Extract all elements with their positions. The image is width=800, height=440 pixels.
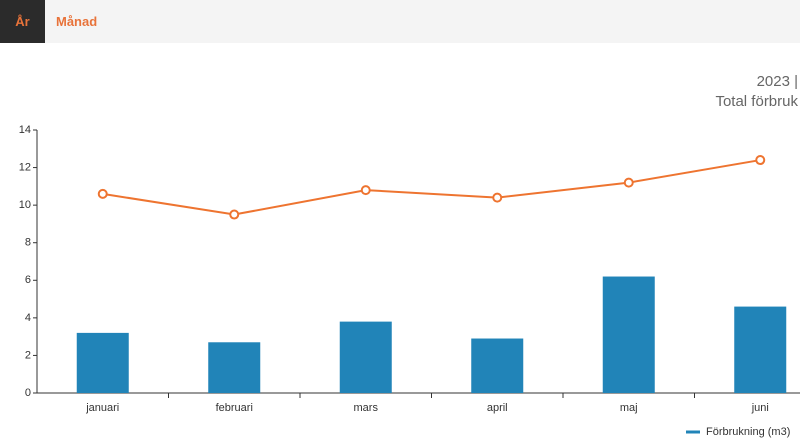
bar	[208, 342, 261, 393]
y-tick-label: 6	[25, 274, 31, 286]
y-tick-label: 0	[25, 387, 31, 399]
bar	[339, 321, 392, 393]
y-tick-label: 2	[25, 349, 31, 361]
top-bar: År Månad	[0, 0, 800, 43]
x-tick-label: mars	[354, 402, 379, 414]
x-tick-label: juni	[751, 402, 769, 414]
y-tick-label: 4	[25, 312, 31, 324]
x-tick-label: april	[487, 402, 508, 414]
bar	[471, 338, 524, 393]
legend-label: Förbrukning (m3)	[706, 426, 790, 438]
tab[interactable]: Månad	[56, 14, 98, 29]
tab[interactable]: År	[0, 0, 45, 43]
chart-title: 2023 |	[757, 73, 798, 90]
line-point	[492, 192, 503, 203]
bar	[602, 276, 655, 393]
y-tick-label: 12	[19, 161, 31, 173]
line-point	[755, 155, 766, 166]
x-tick-label: maj	[620, 402, 638, 414]
x-tick-label: februari	[216, 402, 253, 414]
y-tick-label: 10	[19, 199, 31, 211]
x-tick-label: januari	[85, 402, 119, 414]
y-tick-label: 8	[25, 237, 31, 249]
line	[102, 159, 761, 216]
line-point	[97, 188, 108, 199]
y-tick-label: 14	[19, 124, 31, 136]
line-point	[623, 177, 634, 188]
bar	[734, 306, 787, 393]
line-point	[360, 185, 371, 196]
line-point	[229, 209, 240, 220]
chart-subtitle: Total förbruk	[715, 93, 798, 110]
bar	[76, 332, 129, 393]
